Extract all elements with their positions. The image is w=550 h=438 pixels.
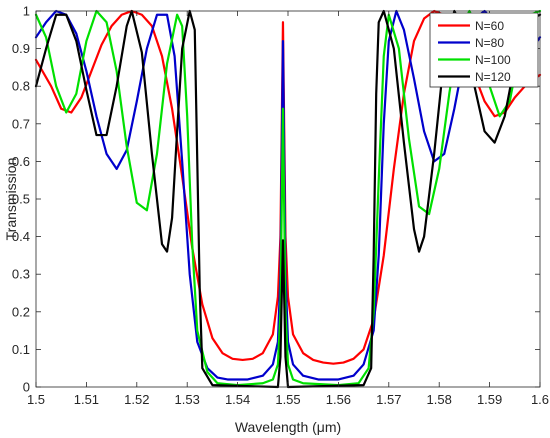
y-tick-label: 0.6: [12, 154, 30, 169]
x-tick-label: 1.56: [326, 392, 351, 407]
y-tick-label: 0.5: [12, 192, 30, 207]
x-tick-label: 1.52: [124, 392, 149, 407]
x-tick-label: 1.57: [376, 392, 401, 407]
legend-entry-label: N=100: [475, 53, 511, 67]
y-tick-label: 0.8: [12, 79, 30, 94]
x-tick-label: 1.59: [477, 392, 502, 407]
y-tick-label: 0.4: [12, 229, 30, 244]
y-tick-label: 0.3: [12, 267, 30, 282]
x-tick-label: 1.54: [225, 392, 250, 407]
legend-entry-label: N=80: [475, 36, 504, 50]
x-tick-label: 1.6: [531, 392, 549, 407]
x-tick-label: 1.53: [175, 392, 200, 407]
y-tick-label: 1: [23, 4, 30, 19]
x-tick-label: 1.55: [275, 392, 300, 407]
y-axis-label: Transmission: [3, 158, 19, 241]
y-tick-label: 0.1: [12, 342, 30, 357]
y-tick-label: 0.7: [12, 116, 30, 131]
legend: N=60 N=80 N=100 N=120: [429, 12, 539, 88]
x-tick-label: 1.58: [427, 392, 452, 407]
y-tick-label: 0.9: [12, 41, 30, 56]
y-tick-label: 0: [23, 380, 30, 395]
x-axis-label: Wavelength (μm): [235, 419, 341, 435]
legend-entry-label: N=120: [475, 70, 511, 84]
axes-layer: 1.5 1.51 1.52 1.53 1.54 1.55 1.56 1.57 1.58 1.59 1…: [12, 4, 549, 408]
x-tick-label: 1.5: [27, 392, 45, 407]
x-tick-label: 1.51: [74, 392, 99, 407]
legend-entry-label: N=60: [475, 19, 504, 33]
y-tick-label: 0.2: [12, 304, 30, 319]
